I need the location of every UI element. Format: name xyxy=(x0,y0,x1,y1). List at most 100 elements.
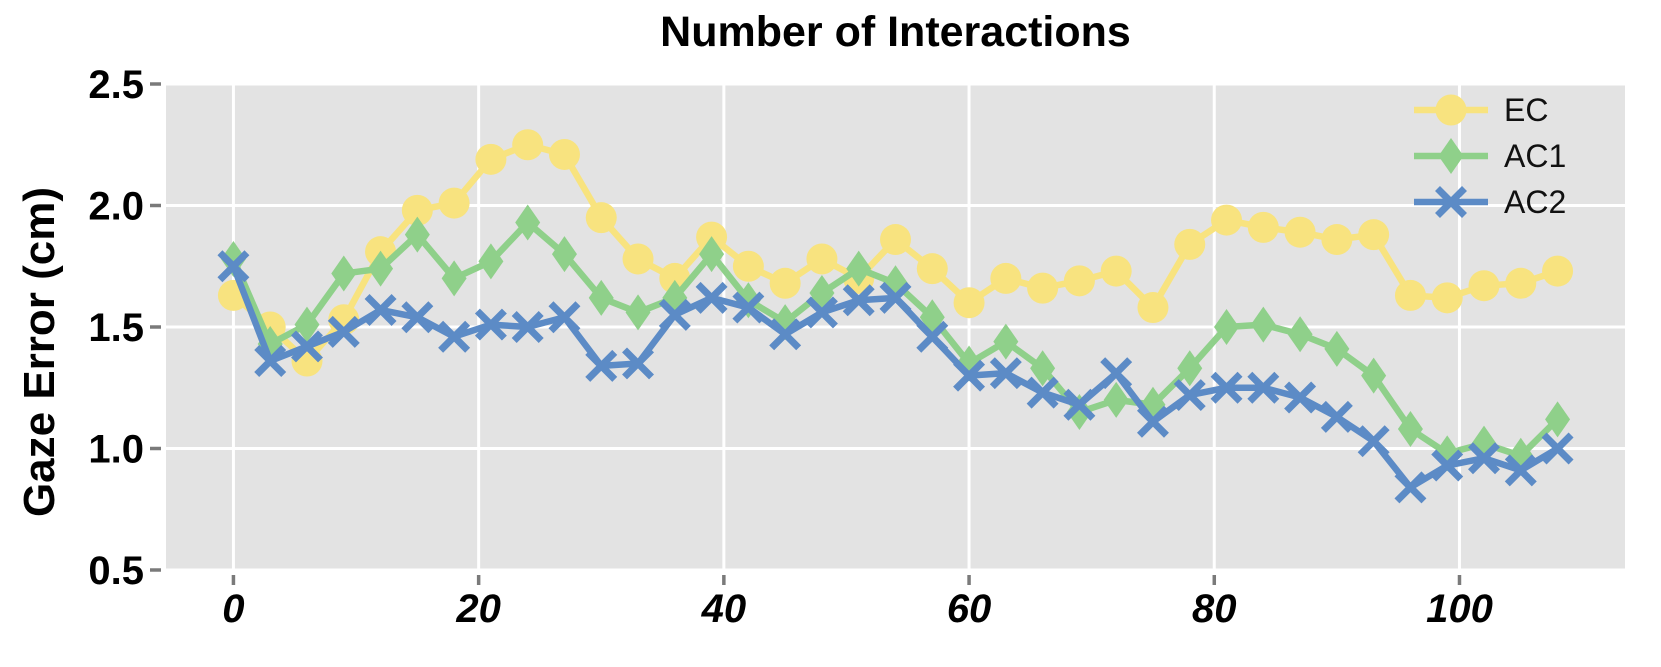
x-tick-label: 20 xyxy=(455,587,501,631)
x-marker-icon xyxy=(1100,357,1133,390)
x-marker-icon xyxy=(1541,432,1574,465)
x-marker-icon xyxy=(327,315,360,348)
circle-marker-icon xyxy=(585,202,617,234)
circle-marker-icon xyxy=(1468,270,1500,302)
x-tick-label: 100 xyxy=(1426,587,1493,631)
circle-marker-icon xyxy=(1321,224,1353,256)
diamond-marker-icon xyxy=(1103,381,1129,418)
x-marker-icon xyxy=(1284,381,1317,414)
x-marker-icon xyxy=(438,320,471,353)
circle-marker-icon xyxy=(880,224,911,256)
diamond-marker-icon xyxy=(1287,316,1313,353)
circle-marker-icon xyxy=(475,143,507,175)
circle-marker-icon xyxy=(1027,272,1059,304)
diamond-marker-icon xyxy=(1438,138,1464,174)
x-marker-icon xyxy=(1136,405,1169,438)
x-marker-icon xyxy=(1063,388,1096,421)
circle-marker-icon xyxy=(1137,292,1169,324)
circle-marker-icon xyxy=(990,262,1022,294)
legend-label: AC2 xyxy=(1504,184,1566,220)
circle-marker-icon xyxy=(1247,211,1279,243)
chart-title: Number of Interactions xyxy=(660,8,1131,56)
diamond-marker-icon xyxy=(1030,350,1056,387)
circle-marker-icon xyxy=(1394,279,1426,311)
x-marker-icon xyxy=(879,281,912,314)
legend-label: AC1 xyxy=(1504,138,1566,174)
diamond-marker-icon xyxy=(294,306,320,343)
diamond-marker-icon xyxy=(1250,306,1276,343)
x-marker-icon xyxy=(1210,371,1243,404)
circle-marker-icon xyxy=(769,267,801,299)
x-marker-icon xyxy=(1320,400,1353,433)
y-tick-label: 2.0 xyxy=(88,185,144,229)
circle-marker-icon xyxy=(548,138,580,170)
diamond-marker-icon xyxy=(699,236,725,273)
circle-marker-icon xyxy=(806,243,838,275)
series-ac2 xyxy=(217,250,1574,504)
circle-marker-icon xyxy=(438,187,470,219)
circle-marker-icon xyxy=(1358,219,1390,251)
circle-marker-icon xyxy=(401,194,433,226)
x-tick-label: 0 xyxy=(222,587,244,631)
tick-marks xyxy=(150,82,1462,585)
circle-marker-icon xyxy=(622,243,654,275)
x-marker-icon xyxy=(585,349,618,382)
diamond-marker-icon xyxy=(993,323,1019,360)
x-marker-icon xyxy=(401,301,434,334)
x-marker-icon xyxy=(916,320,949,353)
x-marker-icon xyxy=(622,347,655,380)
diamond-marker-icon xyxy=(625,294,651,331)
diamond-marker-icon xyxy=(1361,357,1387,394)
x-marker-icon xyxy=(842,284,875,317)
circle-marker-icon xyxy=(1063,265,1095,297)
x-tick-label: 80 xyxy=(1192,587,1237,631)
x-marker-icon xyxy=(1435,186,1467,218)
x-marker-icon xyxy=(805,296,838,329)
diamond-marker-icon xyxy=(846,250,872,287)
x-marker-icon xyxy=(1026,376,1059,409)
diamond-marker-icon xyxy=(441,260,467,297)
circle-marker-icon xyxy=(1431,282,1463,314)
diamond-marker-icon xyxy=(404,216,430,253)
diamond-marker-icon xyxy=(1177,350,1203,387)
circle-marker-icon xyxy=(512,129,544,161)
x-tick-label: 40 xyxy=(701,587,747,631)
x-marker-icon xyxy=(1504,454,1537,487)
x-marker-icon xyxy=(217,250,250,283)
circle-marker-icon xyxy=(1505,267,1537,299)
diamond-marker-icon xyxy=(1545,401,1571,438)
x-marker-icon xyxy=(658,298,691,331)
circle-marker-icon xyxy=(953,287,985,319)
legend-label: EC xyxy=(1504,92,1548,128)
x-marker-icon xyxy=(695,281,728,314)
x-marker-icon xyxy=(953,359,986,392)
y-tick-label: 1.0 xyxy=(88,428,144,472)
x-marker-icon xyxy=(474,308,507,341)
x-marker-icon xyxy=(989,357,1022,390)
circle-marker-icon xyxy=(1542,255,1574,287)
x-marker-icon xyxy=(1173,379,1206,412)
x-marker-icon xyxy=(1247,371,1280,404)
diamond-marker-icon xyxy=(478,243,504,280)
y-tick-label: 2.5 xyxy=(88,63,144,107)
diamond-marker-icon xyxy=(1397,411,1423,448)
x-marker-icon xyxy=(1357,425,1390,458)
diamond-marker-icon xyxy=(368,250,394,287)
diamond-marker-icon xyxy=(1324,330,1350,367)
x-marker-icon xyxy=(1468,442,1500,475)
circle-marker-icon xyxy=(732,250,764,282)
x-marker-icon xyxy=(1394,471,1427,504)
y-tick-label: 0.5 xyxy=(88,549,144,593)
circle-marker-icon xyxy=(1211,204,1243,236)
x-tick-label: 60 xyxy=(947,587,992,631)
circle-marker-icon xyxy=(1174,228,1206,260)
circle-marker-icon xyxy=(1435,94,1467,126)
x-marker-icon xyxy=(511,311,544,343)
diamond-marker-icon xyxy=(588,279,614,316)
x-marker-icon xyxy=(254,345,287,377)
diamond-marker-icon xyxy=(551,236,577,273)
x-marker-icon xyxy=(291,330,323,363)
circle-marker-icon xyxy=(916,253,948,285)
